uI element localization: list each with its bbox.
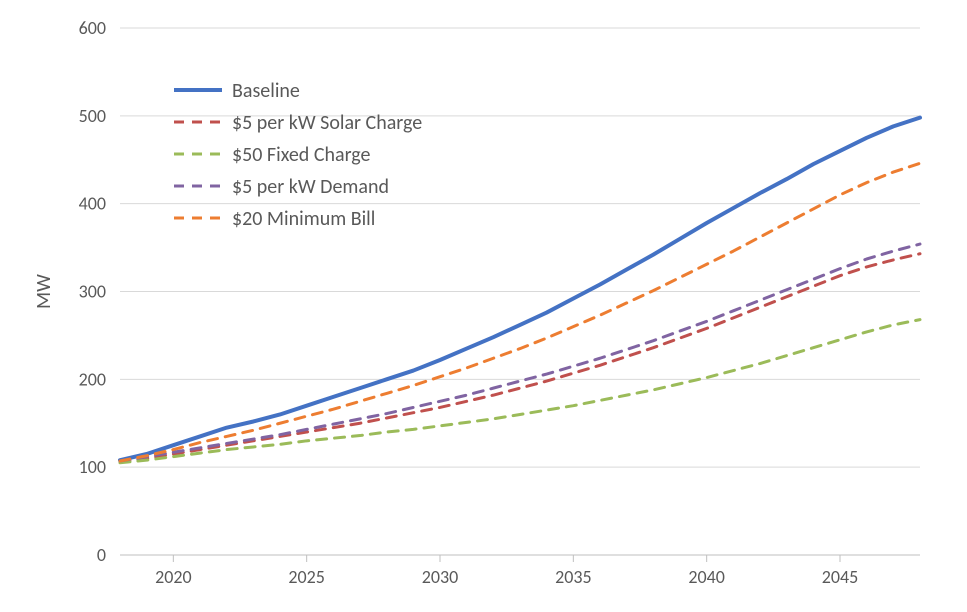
y-tick-label: 400 <box>79 193 106 215</box>
x-tick-label: 2020 <box>155 566 192 588</box>
legend-label: $5 per kW Solar Charge <box>232 111 422 135</box>
y-tick-label: 600 <box>79 17 106 39</box>
y-tick-label: 300 <box>79 281 106 303</box>
y-tick-label: 200 <box>79 368 106 390</box>
legend-label: Baseline <box>232 79 300 103</box>
x-tick-label: 2030 <box>422 566 459 588</box>
legend-label: $20 Minimum Bill <box>232 207 375 231</box>
legend-label: $50 Fixed Charge <box>232 143 371 167</box>
chart-svg: 0 100 200 300 400 500 600 2020 2025 2030 2035 2040 2… <box>0 0 967 612</box>
y-tick-label: 500 <box>79 105 106 127</box>
y-tick-label: 100 <box>79 456 106 478</box>
x-tick-label: 2040 <box>688 566 725 588</box>
mw-projection-chart: 0 100 200 300 400 500 600 2020 2025 2030 2035 2040 2… <box>0 0 967 612</box>
x-tick-label: 2035 <box>555 566 592 588</box>
y-axis-label: MW <box>32 274 56 309</box>
x-tick-label: 2025 <box>288 566 325 588</box>
x-tick-label: 2045 <box>822 566 859 588</box>
y-tick-label: 0 <box>97 544 106 566</box>
legend-label: $5 per kW Demand <box>232 175 389 199</box>
chart-background <box>0 0 967 612</box>
